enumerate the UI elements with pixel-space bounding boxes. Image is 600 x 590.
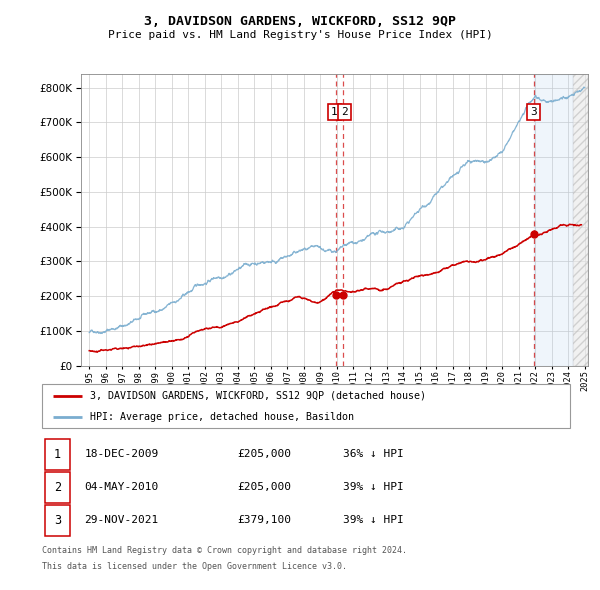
Text: 2: 2 xyxy=(54,481,61,494)
Text: 39% ↓ HPI: 39% ↓ HPI xyxy=(343,483,404,492)
FancyBboxPatch shape xyxy=(44,439,70,470)
FancyBboxPatch shape xyxy=(44,505,70,536)
Text: 3: 3 xyxy=(530,107,537,117)
Bar xyxy=(573,74,588,366)
Text: 04-MAY-2010: 04-MAY-2010 xyxy=(84,483,158,492)
Text: 18-DEC-2009: 18-DEC-2009 xyxy=(84,450,158,459)
FancyBboxPatch shape xyxy=(44,472,70,503)
Text: This data is licensed under the Open Government Licence v3.0.: This data is licensed under the Open Gov… xyxy=(42,562,347,571)
Text: £205,000: £205,000 xyxy=(238,450,292,459)
FancyBboxPatch shape xyxy=(42,384,570,428)
Text: 3, DAVIDSON GARDENS, WICKFORD, SS12 9QP (detached house): 3, DAVIDSON GARDENS, WICKFORD, SS12 9QP … xyxy=(89,391,425,401)
Text: 29-NOV-2021: 29-NOV-2021 xyxy=(84,516,158,525)
Text: 3: 3 xyxy=(54,514,61,527)
Text: 36% ↓ HPI: 36% ↓ HPI xyxy=(343,450,404,459)
Text: HPI: Average price, detached house, Basildon: HPI: Average price, detached house, Basi… xyxy=(89,412,353,422)
Text: 1: 1 xyxy=(331,107,338,117)
Text: 3, DAVIDSON GARDENS, WICKFORD, SS12 9QP: 3, DAVIDSON GARDENS, WICKFORD, SS12 9QP xyxy=(144,15,456,28)
Bar xyxy=(533,74,573,366)
Text: 39% ↓ HPI: 39% ↓ HPI xyxy=(343,516,404,525)
Text: £379,100: £379,100 xyxy=(238,516,292,525)
Text: £205,000: £205,000 xyxy=(238,483,292,492)
Text: 1: 1 xyxy=(54,448,61,461)
Text: 2: 2 xyxy=(341,107,348,117)
Text: Contains HM Land Registry data © Crown copyright and database right 2024.: Contains HM Land Registry data © Crown c… xyxy=(42,546,407,555)
Text: Price paid vs. HM Land Registry's House Price Index (HPI): Price paid vs. HM Land Registry's House … xyxy=(107,30,493,40)
